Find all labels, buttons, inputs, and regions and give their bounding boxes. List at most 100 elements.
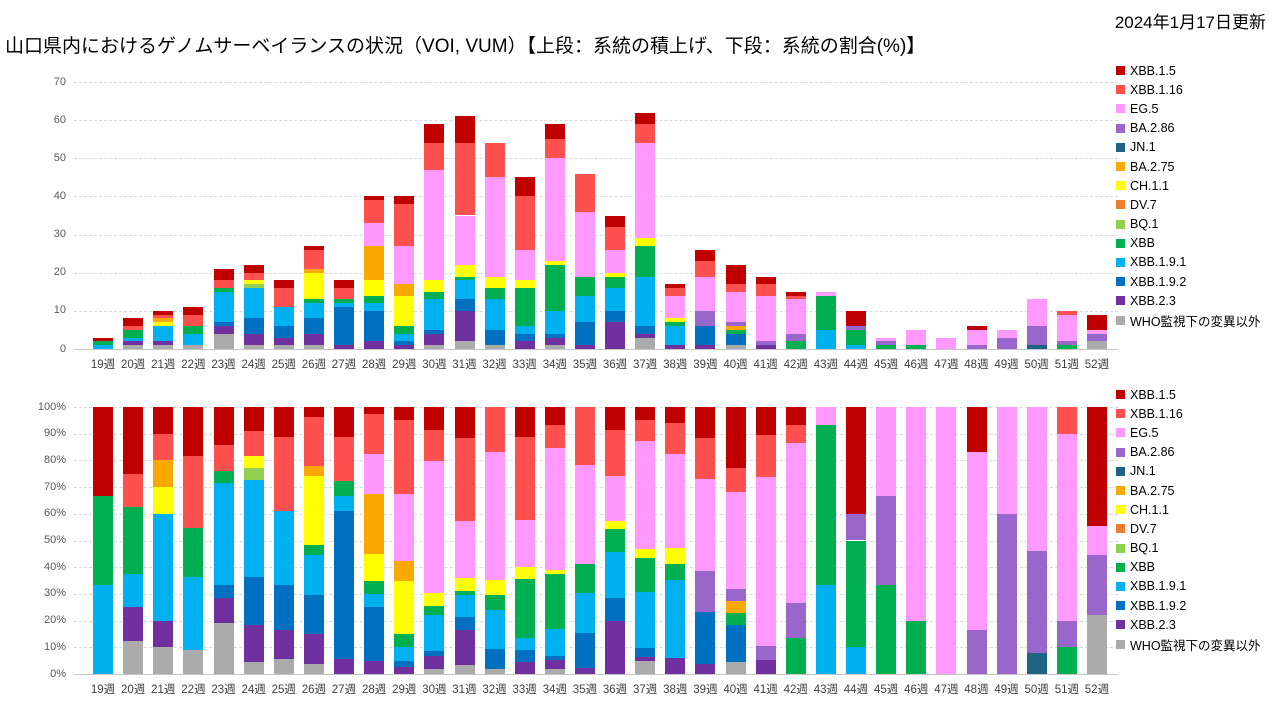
bar-segment-32週-EG.5 [484, 451, 505, 581]
x-axis-week-label: 44週 [843, 359, 869, 371]
bar-segment-25週-XBB.1.5 [273, 407, 294, 437]
bar-segment-50週-BA.2.86 [1026, 550, 1047, 654]
bar-segment-34週-EG.5 [544, 447, 565, 570]
bar-segment-28週-XBB.1.9.1 [364, 593, 385, 608]
bar-segment-23週-XBB.1.9.2 [213, 585, 234, 598]
bar-segment-49週-BA.2.86 [996, 513, 1017, 674]
bar-segment-29週-XBB.1.16 [394, 204, 415, 246]
bar-segment-52週-EG.5 [1086, 329, 1107, 334]
bar-segment-25週-WHO監視下の変異以外 [273, 345, 294, 349]
bar-segment-31週-EG.5 [454, 215, 475, 266]
bar-segment-32週-WHO監視下の変異以外 [484, 345, 505, 349]
bar-segment-35週-XBB.2.3 [574, 668, 595, 674]
bar-segment-42週-XBB [785, 341, 806, 349]
bar-segment-31週-XBB.1.9.1 [454, 595, 475, 618]
legend-item-XBB.2.3: XBB.2.3 [1116, 615, 1276, 634]
bar-segment-42週-BA.2.86 [785, 333, 806, 342]
bar-segment-40週-XBB.1.16 [725, 284, 746, 292]
bar-segment-29週-XBB.1.9.1 [394, 333, 415, 342]
legend-color-swatch-icon [1116, 219, 1125, 229]
bar-segment-48週-BA.2.86 [966, 629, 987, 674]
bar-segment-51週-EG.5 [1056, 433, 1077, 621]
legend-label: CH.1.1 [1130, 502, 1169, 517]
bar-segment-24週-XBB.1.16 [243, 431, 264, 456]
bar-segment-37週-CH.1.1 [635, 549, 656, 558]
bar-segment-26週-BA.2.75 [303, 466, 324, 477]
bar-segment-39週-XBB.1.9.2 [695, 612, 716, 664]
bar-segment-33週-XBB [514, 579, 535, 639]
bar-segment-37週-XBB.1.16 [635, 419, 656, 442]
legend-top-chart: XBB.1.5 XBB.1.16 EG.5 BA.2.86 JN.1 BA.2.75 CH.… [1116, 61, 1276, 330]
bar-segment-44週-XBB [846, 540, 866, 648]
x-axis-week-label: 39週 [693, 684, 718, 696]
bar-segment-34週-WHO監視下の変異以外 [544, 669, 565, 674]
bar-segment-24週-XBB.1.5 [243, 407, 264, 432]
legend-label: EG.5 [1130, 425, 1159, 440]
bar-segment-32週-XBB.1.9.1 [484, 299, 505, 330]
legend-bottom-chart: XBB.1.5 XBB.1.16 EG.5 BA.2.86 JN.1 BA.2.75 CH.… [1116, 385, 1276, 654]
bar-segment-35週-XBB.1.16 [574, 173, 595, 212]
bar-segment-35週-EG.5 [574, 211, 595, 277]
bar-segment-36週-XBB.2.3 [605, 620, 626, 674]
y-axis-tick-label: 30 [53, 228, 66, 241]
y-gridline [74, 234, 1118, 236]
bar-segment-32週-XBB [484, 594, 505, 610]
bar-segment-34週-XBB.2.3 [544, 660, 565, 670]
bar-segment-29週-BA.2.75 [394, 284, 415, 296]
legend-color-swatch-icon [1116, 581, 1125, 591]
bar-segment-28週-XBB.1.9.2 [364, 607, 385, 661]
bar-segment-42週-XBB.1.16 [785, 295, 806, 300]
bar-segment-28週-BA.2.75 [364, 246, 385, 281]
legend-label: BA.2.75 [1130, 159, 1175, 174]
bar-segment-41週-XBB.1.16 [755, 435, 776, 478]
legend-color-swatch-icon [1116, 181, 1125, 191]
bar-segment-27週-XBB.1.9.2 [334, 307, 354, 346]
y-axis-tick-label: 0 [59, 342, 66, 355]
x-axis-week-label: 33週 [512, 684, 537, 696]
legend-label: XBB.1.5 [1130, 387, 1176, 402]
x-axis-week-label: 21週 [151, 359, 176, 371]
bar-segment-28週-XBB.1.9.1 [364, 303, 385, 311]
x-axis-week-label: 39週 [693, 359, 718, 371]
date-updated: 2024年1月17日更新 [1114, 13, 1266, 32]
bar-segment-24週-XBB.1.9.2 [243, 576, 264, 626]
y-axis-tick-label: 20% [43, 614, 66, 627]
legend-color-swatch-icon [1116, 85, 1125, 95]
bar-segment-20週-XBB [123, 329, 144, 338]
x-axis-week-label: 19週 [90, 684, 116, 696]
x-axis-week-label: 36週 [602, 359, 628, 371]
bar-segment-48週-XBB.1.5 [966, 407, 987, 452]
bar-segment-40週-WHO監視下の変異以外 [725, 661, 746, 674]
bar-segment-36週-XBB.1.9.2 [605, 310, 626, 323]
bar-segment-23週-XBB.1.5 [213, 407, 234, 446]
y-axis-tick-label: 10 [53, 304, 66, 317]
bar-segment-31週-XBB.1.9.2 [454, 617, 475, 631]
bar-segment-52週-EG.5 [1086, 525, 1107, 556]
bar-segment-43週-XBB [815, 295, 836, 330]
bar-segment-36週-XBB [605, 276, 626, 288]
bar-segment-24週-CH.1.1 [243, 455, 264, 468]
legend-color-swatch-icon [1116, 601, 1125, 611]
bar-segment-19週-XBB.1.5 [93, 337, 114, 342]
bar-segment-40週-XBB [725, 613, 746, 626]
x-axis-week-label: 42週 [783, 359, 808, 371]
legend-item-BQ.1: BQ.1 [1116, 215, 1276, 234]
x-axis-week-label: 27週 [331, 684, 357, 696]
bar-segment-22週-XBB.1.5 [183, 407, 204, 456]
bar-segment-20週-XBB.1.9.1 [123, 337, 144, 342]
bar-segment-26週-XBB.1.16 [303, 416, 324, 467]
bar-segment-37週-XBB.1.9.1 [635, 276, 656, 327]
bar-segment-35週-XBB.1.9.2 [574, 633, 595, 669]
y-axis-tick-label: 40% [43, 560, 66, 573]
bar-segment-48週-EG.5 [966, 329, 987, 346]
bar-segment-47週-EG.5 [936, 407, 957, 674]
legend-item-WHO監視下の変異以外: WHO監視下の変異以外 [1116, 634, 1276, 653]
y-gridline [74, 487, 1118, 489]
y-axis-tick-label: 50% [43, 534, 66, 546]
x-axis-week-label: 38週 [663, 684, 688, 696]
legend-label: DV.7 [1130, 521, 1157, 536]
x-axis-week-label: 27週 [331, 359, 357, 371]
bar-segment-26週-WHO監視下の変異以外 [303, 345, 324, 349]
bar-segment-43週-XBB [815, 424, 836, 585]
bar-segment-33週-XBB.1.16 [514, 196, 535, 250]
